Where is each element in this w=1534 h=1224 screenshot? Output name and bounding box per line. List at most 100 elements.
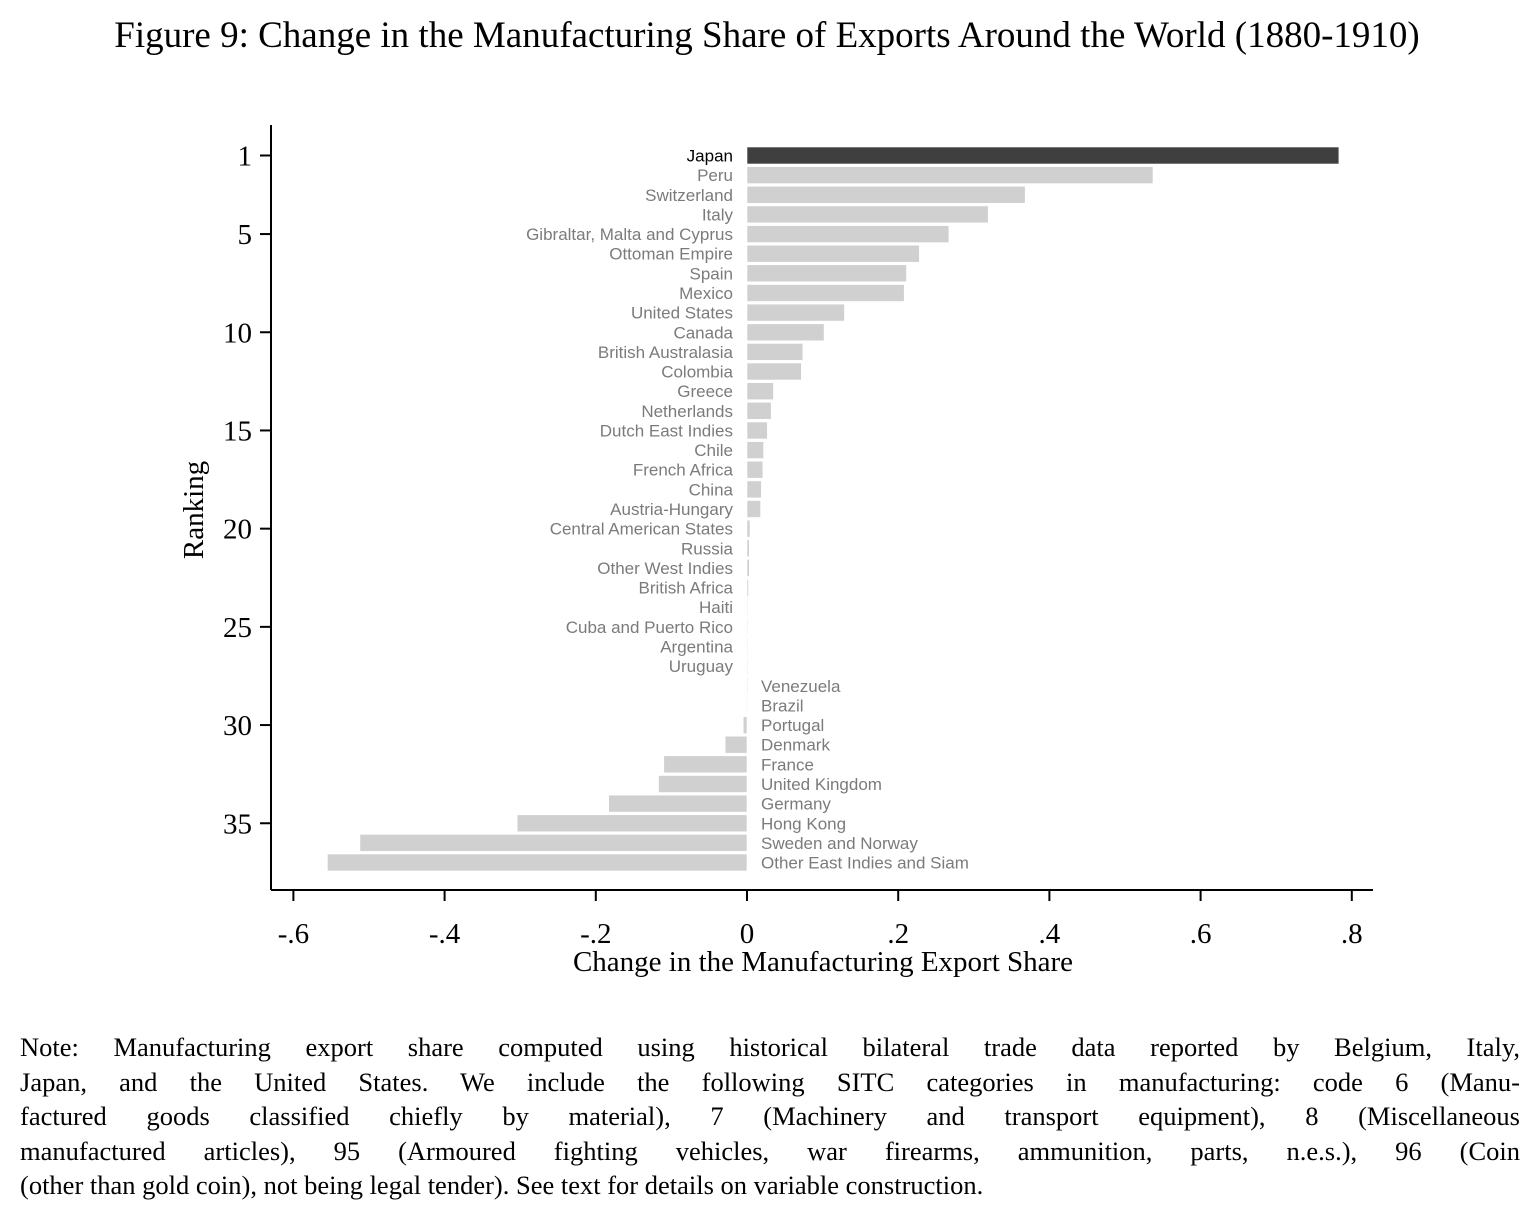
- bar-colombia: [746, 362, 802, 381]
- bar-label: Switzerland: [645, 186, 733, 205]
- bar-cuba-and-puerto-rico: [746, 618, 749, 636]
- y-tick-label: 5: [238, 219, 253, 251]
- bar-other-west-indies: [746, 559, 750, 577]
- bar-label: China: [689, 480, 734, 499]
- x-tick-label: -.4: [429, 918, 461, 950]
- bar-label: Argentina: [660, 638, 733, 657]
- bar-france: [663, 755, 748, 774]
- y-axis-label: Ranking: [178, 461, 210, 559]
- bar-label: Other East Indies and Siam: [761, 854, 969, 873]
- bar-central-american-states: [746, 519, 751, 538]
- chart-axes: [270, 125, 1373, 891]
- y-tick-label: 25: [223, 612, 252, 644]
- bar-label: Germany: [761, 795, 831, 814]
- bar-gibraltar-malta-and-cyprus: [746, 225, 950, 243]
- bar-denmark: [724, 735, 748, 754]
- y-tick-label: 35: [223, 808, 252, 840]
- note-line: Japan, and the United States. We include…: [20, 1066, 1520, 1097]
- y-tick-label: 30: [223, 710, 252, 742]
- bar-sweden-and-norway: [359, 834, 748, 852]
- bar-label: Austria-Hungary: [610, 500, 733, 519]
- bar-other-east-indies-and-siam: [327, 853, 748, 872]
- bar-china: [746, 480, 762, 499]
- bar-label: Sweden and Norway: [761, 834, 918, 853]
- bar-portugal: [742, 716, 748, 734]
- bar-label: United Kingdom: [761, 775, 882, 794]
- bar-peru: [746, 166, 1154, 184]
- bar-brazil: [746, 696, 748, 715]
- x-tick-label: -.2: [580, 918, 611, 950]
- bar-label: France: [761, 755, 814, 774]
- bar-greece: [746, 382, 774, 401]
- bar-ottoman-empire: [746, 244, 920, 263]
- note-line: factured goods classified chiefly by mat…: [20, 1101, 1520, 1131]
- bar-label: Greece: [677, 382, 733, 401]
- bar-label: Netherlands: [641, 402, 733, 421]
- x-tick-label: 0: [740, 918, 755, 950]
- bar-uruguay: [746, 657, 749, 675]
- bar-united-states: [746, 303, 845, 322]
- x-axis-ticks: -.6 -.4 -.2 0 .2 .4 .6 .8: [278, 890, 1363, 950]
- bar-canada: [746, 323, 825, 342]
- bar-label: Denmark: [761, 736, 830, 755]
- bar-dutch-east-indies: [746, 421, 768, 440]
- y-tick-label: 1: [238, 141, 253, 173]
- bar-austria-hungary: [746, 500, 761, 518]
- bar-hong-kong: [516, 814, 748, 833]
- bar-label: Spain: [690, 264, 733, 283]
- bar-label: Portugal: [761, 716, 824, 735]
- bar-germany: [608, 794, 748, 813]
- bar-mexico: [746, 284, 905, 302]
- bar-british-australasia: [746, 343, 804, 361]
- bar-label: Venezuela: [761, 677, 841, 696]
- bar-label: French Africa: [633, 461, 734, 480]
- x-axis-label: Change in the Manufacturing Export Share: [573, 946, 1073, 978]
- figure-title: Figure 9: Change in the Manufacturing Sh…: [114, 15, 1420, 56]
- x-tick-label: -.6: [278, 918, 309, 950]
- bar-label: Chile: [694, 441, 733, 460]
- bar-label: Ottoman Empire: [609, 245, 733, 264]
- bar-chile: [746, 441, 764, 459]
- bar-label: Peru: [697, 166, 733, 185]
- bar-french-africa: [746, 460, 764, 479]
- bar-argentina: [746, 637, 749, 656]
- bar-label: Uruguay: [669, 657, 734, 676]
- note-line: (other than gold coin), not being legal …: [20, 1170, 984, 1200]
- bar-label: Brazil: [761, 696, 804, 715]
- bar-label: Russia: [681, 539, 734, 558]
- y-tick-label: 15: [223, 416, 252, 448]
- bar-russia: [746, 539, 750, 558]
- bar-label: British Africa: [639, 579, 734, 598]
- chart-bars: [327, 146, 1340, 872]
- bar-label: British Australasia: [598, 343, 734, 362]
- bar-haiti: [746, 598, 749, 617]
- bar-label: Cuba and Puerto Rico: [566, 618, 733, 637]
- bar-british-africa: [746, 578, 749, 597]
- y-tick-label: 20: [223, 514, 252, 546]
- bar-label: Dutch East Indies: [600, 422, 733, 441]
- y-tick-label: 10: [223, 317, 252, 349]
- figure-note: Note: Manufacturing export share compute…: [20, 1030, 1520, 1203]
- x-tick-label: .4: [1039, 918, 1061, 950]
- bar-label: Other West Indies: [597, 559, 733, 578]
- bar-label: Haiti: [699, 598, 733, 617]
- bar-italy: [746, 205, 989, 224]
- bar-label: Colombia: [661, 363, 733, 382]
- bar-label: Mexico: [679, 284, 733, 303]
- bar-label: Japan: [687, 147, 733, 166]
- bar-label: Hong Kong: [761, 814, 846, 833]
- x-tick-label: .2: [887, 918, 909, 950]
- bar-united-kingdom: [658, 775, 748, 793]
- bar-japan: [746, 146, 1340, 165]
- x-tick-label: .8: [1341, 918, 1363, 950]
- bar-label: United States: [631, 304, 733, 323]
- bar-spain: [746, 264, 907, 283]
- bar-label: Gibraltar, Malta and Cyprus: [526, 225, 733, 244]
- bar-label: Canada: [673, 323, 733, 342]
- bar-label: Italy: [702, 205, 734, 224]
- bar-label: Central American States: [550, 520, 733, 539]
- bar-netherlands: [746, 401, 772, 420]
